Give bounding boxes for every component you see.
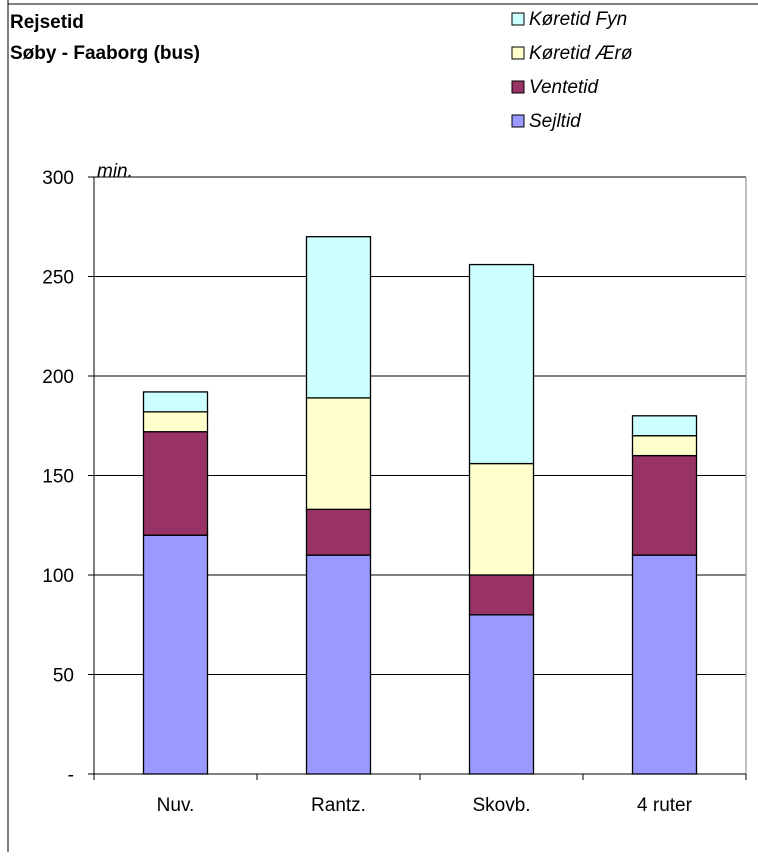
legend-label-ventetid: Ventetid: [529, 77, 599, 98]
plot-area: - 50 100 150 200 250 300 Nuv. Rantz. Skovb. 4 rute…: [42, 168, 747, 816]
bar-ventetid-1: [305, 508, 372, 556]
bar-k-retid-r--0: [142, 411, 209, 433]
bar-k-retid-fyn-3: [631, 415, 698, 437]
legend-label-sejltid: Sejltid: [529, 111, 582, 132]
legend-swatch-k-retid-r-: [511, 46, 525, 60]
y-axis-unit-label: min.: [97, 161, 133, 182]
chart-title-line-1: Rejsetid: [10, 12, 84, 33]
y-tick-label-150: 150: [42, 467, 74, 488]
bar-k-retid-fyn-2: [468, 263, 535, 465]
chart-title-line-2: Søby - Faaborg (bus): [10, 43, 200, 64]
legend-swatch-k-retid-fyn: [511, 12, 525, 26]
legend-label-k-retid-fyn: Køretid Fyn: [529, 9, 627, 30]
bar-sejltid-2: [468, 614, 535, 775]
x-tick-label-3: 4 ruter: [637, 795, 693, 816]
bar-ventetid-2: [468, 574, 535, 616]
legend-label-k-retid-r-: Køretid Ærø: [529, 43, 633, 64]
bar-ventetid-0: [142, 431, 209, 536]
y-tick-label-300: 300: [42, 168, 74, 189]
x-tick-label-0: Nuv.: [157, 795, 195, 816]
x-tick-label-2: Skovb.: [472, 795, 530, 816]
y-tick-label-250: 250: [42, 268, 74, 289]
bar-ventetid-3: [631, 454, 698, 556]
bar-sejltid-1: [305, 554, 372, 775]
y-tick-label-0: -: [68, 765, 74, 786]
legend-swatch-ventetid: [511, 80, 525, 94]
x-tick-label-1: Rantz.: [311, 795, 366, 816]
bar-sejltid-3: [631, 554, 698, 775]
bar-k-retid-fyn-0: [142, 391, 209, 413]
bar-k-retid-r--3: [631, 435, 698, 457]
legend: Køretid Fyn Køretid Ærø Ventetid Sejltid: [511, 9, 633, 132]
y-tick-label-100: 100: [42, 566, 74, 587]
legend-swatch-sejltid: [511, 114, 525, 128]
y-tick-label-50: 50: [53, 666, 74, 687]
bar-k-retid-r--1: [305, 397, 372, 510]
bar-k-retid-fyn-1: [305, 236, 372, 399]
y-tick-label-200: 200: [42, 367, 74, 388]
bar-k-retid-r--2: [468, 462, 535, 576]
bar-sejltid-0: [142, 534, 209, 775]
